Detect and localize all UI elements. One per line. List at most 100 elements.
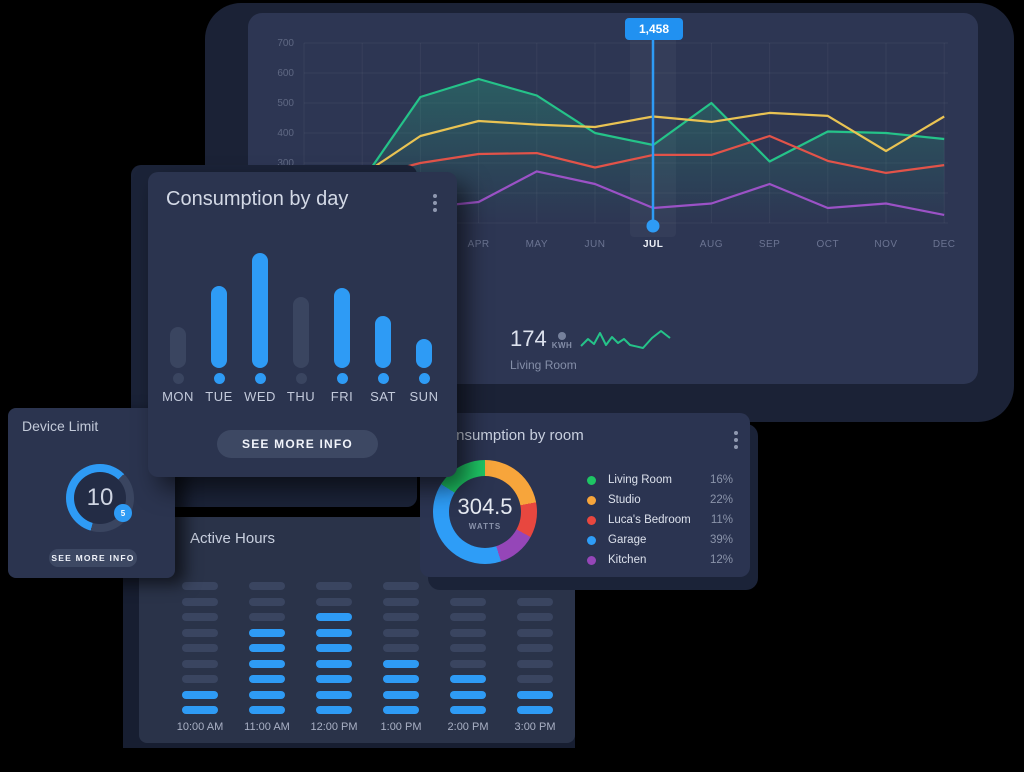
y-tick-300: 300 — [277, 158, 294, 169]
active-pill — [383, 675, 419, 683]
day-bar-dot — [418, 373, 430, 384]
month-label-dec[interactable]: DEC — [932, 239, 956, 250]
active-pill — [182, 644, 218, 652]
legend-label: Luca's Bedroom — [608, 514, 691, 526]
active-pill — [316, 582, 352, 590]
active-pill — [316, 675, 352, 683]
active-pill — [316, 706, 352, 714]
active-pill — [316, 690, 352, 699]
active-pill — [450, 597, 486, 606]
legend-label: Studio — [608, 494, 641, 506]
day-bar-thu — [293, 297, 309, 368]
chart-tooltip: 1,458 — [625, 18, 683, 40]
active-hours-title: Active Hours — [190, 530, 276, 547]
legend-dot-icon — [587, 475, 596, 485]
day-bar-tue — [211, 286, 227, 368]
active-pill — [383, 597, 419, 606]
kebab-menu-icon[interactable] — [734, 431, 738, 449]
sparkline — [580, 330, 671, 349]
legend-row-kitchen: Kitchen 12% — [587, 553, 733, 567]
day-bar-sun — [416, 339, 432, 368]
active-pill — [517, 706, 553, 714]
active-pill — [182, 628, 218, 637]
consumption-by-room-card: Consumption by room 304.5 WATTS Living R… — [420, 413, 750, 577]
active-pill — [182, 582, 218, 590]
day-card-title: Consumption by day — [166, 188, 349, 210]
day-label-fri: FRI — [330, 389, 354, 404]
legend-dot-icon — [587, 515, 596, 525]
donut-center-unit: WATTS — [468, 521, 502, 531]
active-pill — [249, 613, 285, 621]
active-pill — [182, 690, 218, 699]
stat-value: 174 — [510, 326, 547, 351]
legend-dot-icon — [587, 495, 596, 505]
time-label-10: 10:00 AM — [176, 721, 224, 733]
active-pill — [182, 597, 218, 606]
active-pill — [383, 706, 419, 714]
month-label-jun[interactable]: JUN — [584, 239, 606, 250]
month-label-oct[interactable]: OCT — [816, 239, 840, 250]
active-pill — [249, 706, 285, 714]
active-pill — [517, 675, 553, 683]
time-label-12: 12:00 PM — [310, 721, 358, 733]
active-pill — [450, 675, 486, 683]
day-see-more-button[interactable]: SEE MORE INFO — [217, 430, 378, 458]
legend-label: Garage — [608, 534, 647, 546]
month-label-apr[interactable]: APR — [467, 239, 490, 250]
y-tick-700: 700 — [277, 38, 294, 49]
stat-label: Living Room — [510, 358, 577, 372]
legend-percent: 39% — [709, 534, 733, 546]
legend-percent: 12% — [709, 554, 733, 566]
active-pill — [249, 659, 285, 668]
active-pill — [517, 644, 553, 652]
month-label-nov[interactable]: NOV — [874, 239, 898, 250]
legend-percent: 16% — [709, 474, 733, 486]
room-donut-chart: 304.5 WATTS — [433, 460, 537, 564]
day-bar-dot — [295, 373, 307, 384]
active-pill — [517, 628, 553, 637]
active-pill — [249, 582, 285, 590]
active-pill — [383, 644, 419, 652]
month-label-aug[interactable]: AUG — [699, 239, 723, 250]
day-label-wed: WED — [244, 389, 276, 404]
active-pill — [450, 613, 486, 621]
active-pill — [383, 690, 419, 699]
active-pill — [249, 644, 285, 652]
legend-percent: 11% — [710, 514, 733, 526]
month-label-may[interactable]: MAY — [525, 239, 549, 250]
stat-dot-icon — [558, 332, 567, 340]
active-pill — [316, 659, 352, 668]
time-label-11: 11:00 AM — [244, 721, 290, 733]
device-see-more-button[interactable]: SEE MORE INFO — [49, 549, 137, 567]
day-label-sun: SUN — [409, 389, 439, 404]
device-limit-card: Device Limit 10 5 SEE MORE INFO — [8, 408, 175, 578]
active-pill — [182, 706, 218, 714]
consumption-by-day-card: Consumption by day MON TUE WED THU FRI SAT SUN… — [148, 172, 457, 477]
active-pill — [450, 644, 486, 652]
stat-unit: KWH — [551, 341, 573, 350]
active-pill — [517, 690, 553, 699]
y-tick-500: 500 — [277, 98, 294, 109]
active-pill — [450, 690, 486, 699]
day-label-sat: SAT — [370, 389, 396, 404]
legend-label: Kitchen — [608, 554, 647, 566]
active-pill — [182, 613, 218, 621]
kebab-menu-icon[interactable] — [433, 194, 437, 212]
active-pill — [316, 597, 352, 606]
day-bar-wed — [252, 253, 268, 368]
month-label-jul[interactable]: JUL — [642, 239, 664, 250]
legend-row-living-room: Living Room 16% — [587, 473, 733, 487]
stat-living-room: 174 KWH Living Room — [510, 326, 577, 372]
legend-row-garage: Garage 39% — [587, 533, 733, 547]
active-pill — [249, 628, 285, 637]
y-tick-600: 600 — [277, 68, 294, 79]
active-pill — [517, 597, 553, 606]
month-label-sep[interactable]: SEP — [758, 239, 781, 250]
active-pill — [383, 582, 419, 590]
legend-dot-icon — [587, 555, 596, 565]
active-pill — [517, 659, 553, 668]
active-pill — [249, 690, 285, 699]
day-label-thu: THU — [286, 389, 316, 404]
device-limit-title: Device Limit — [22, 418, 99, 434]
active-pill — [517, 613, 553, 621]
